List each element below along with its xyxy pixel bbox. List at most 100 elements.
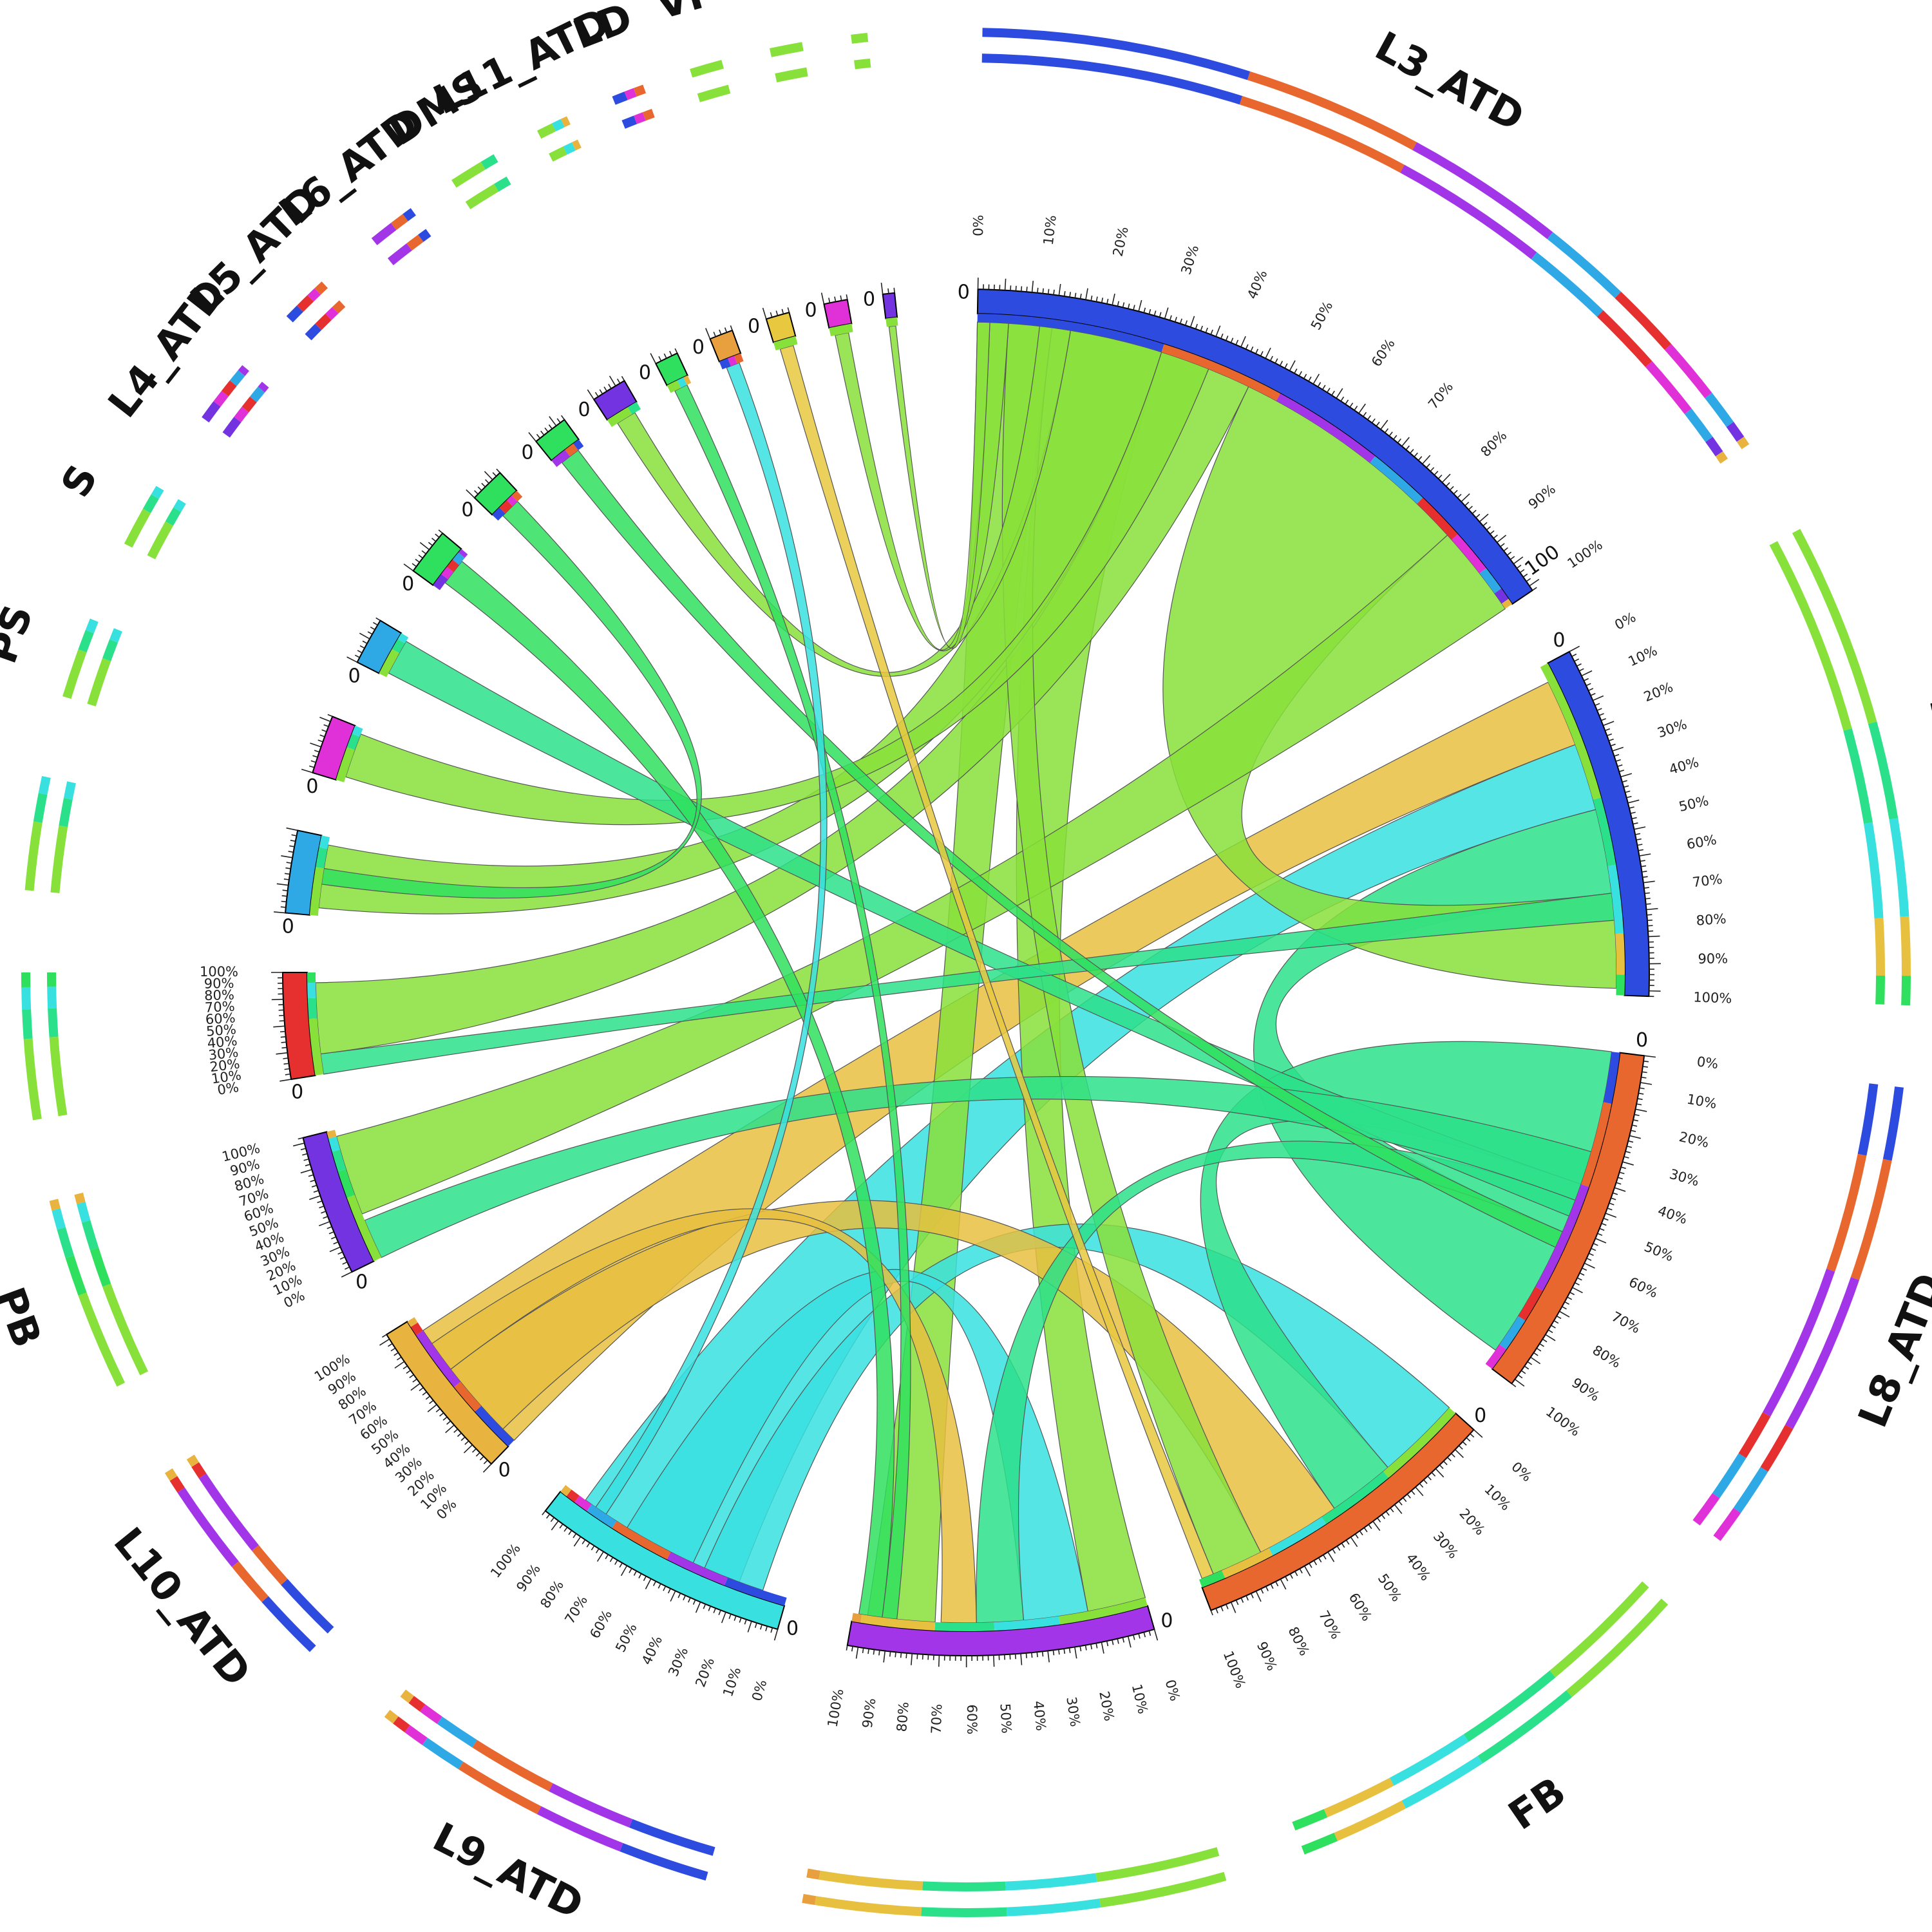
sector-arc-mi[interactable] (882, 292, 898, 319)
tick-mark (773, 1629, 779, 1641)
outer-ring-segment (221, 380, 237, 397)
tick-mark (1638, 849, 1644, 851)
tick-mark (1318, 1557, 1322, 1563)
tick-mark (284, 873, 290, 875)
sector-inner-band (1615, 933, 1625, 975)
tick-mark (393, 1352, 399, 1356)
tick-mark (559, 1524, 564, 1529)
tick-mark (359, 632, 370, 639)
tick-mark (1457, 493, 1462, 498)
tick-mark (415, 558, 420, 563)
tick-mark (1423, 1479, 1428, 1484)
tick-mark (620, 1565, 628, 1577)
tick-mark (310, 1179, 316, 1182)
sector-inner-band (551, 450, 571, 468)
tick-mark (1284, 363, 1288, 368)
tick-mark (410, 1383, 421, 1391)
tick-mark (283, 878, 289, 880)
percent-tick-label: 100% (1565, 537, 1605, 571)
tick-mark (281, 1041, 287, 1043)
tick-mark (705, 328, 711, 339)
tick-mark (867, 1649, 869, 1654)
tick-mark (1556, 1315, 1562, 1320)
tick-mark (1427, 1475, 1432, 1481)
percent-tick-label: 70% (204, 999, 235, 1016)
tick-mark (880, 282, 884, 295)
tick-mark (1641, 1076, 1647, 1079)
tick-mark (1461, 493, 1470, 502)
percent-tick-label: 60% (205, 1010, 236, 1027)
outer-ring-segment (1566, 1598, 1669, 1698)
outer-ring-segment (422, 1738, 464, 1770)
sector-zero-label: 0 (348, 665, 361, 687)
tick-mark (1417, 456, 1423, 461)
tick-mark (1617, 1177, 1624, 1180)
tick-mark (279, 1079, 292, 1082)
percent-tick-label: 40% (1656, 1203, 1689, 1227)
outer-ring-segment (419, 1704, 442, 1724)
tick-mark (1617, 764, 1623, 767)
tick-mark (314, 750, 319, 753)
tick-mark (1371, 418, 1376, 424)
tick-mark (1260, 1588, 1264, 1594)
sector-zero-label: 0 (639, 362, 651, 384)
tick-mark (1520, 1370, 1526, 1374)
percent-tick-label: 90% (1698, 951, 1728, 967)
tick-mark (708, 1605, 711, 1611)
tick-mark (1647, 925, 1653, 927)
tick-mark (1643, 880, 1655, 884)
sector-arcs (281, 289, 1650, 1656)
tick-mark (1577, 1277, 1582, 1281)
tick-mark (1618, 770, 1625, 772)
outer-ring-segment (281, 1578, 334, 1634)
tick-mark (1085, 288, 1088, 300)
percent-tick-label: 40% (1030, 1700, 1048, 1732)
tick-mark (1350, 1537, 1358, 1548)
tick-mark (1117, 301, 1119, 307)
tick-mark (619, 1562, 623, 1568)
tick-mark (1586, 1258, 1592, 1261)
percent-tick-label: 40% (639, 1633, 665, 1667)
percent-tick-label: 20% (1110, 225, 1132, 258)
tick-mark (540, 430, 545, 436)
tick-mark (1545, 1334, 1556, 1341)
percent-tick-label: 50% (1678, 793, 1710, 815)
outer-ring-segment (1726, 421, 1745, 442)
tick-mark (873, 1649, 875, 1655)
outer-ring-segment (560, 116, 571, 128)
tick-mark (1138, 299, 1142, 312)
tick-mark (1569, 1291, 1575, 1296)
tick-mark (1230, 337, 1234, 343)
sector-zero-label: 0 (1553, 629, 1565, 652)
tick-mark (446, 1420, 451, 1425)
sector-inner-band (346, 1195, 382, 1262)
outer-ring-segment (169, 1475, 185, 1493)
outer-ring-segment (242, 396, 257, 413)
tick-mark (1542, 1338, 1548, 1343)
percent-tick-label: 70% (1316, 1608, 1344, 1642)
tick-mark (1630, 811, 1636, 814)
tick-mark (760, 1624, 762, 1630)
tick-mark (645, 1578, 652, 1589)
tick-mark (1394, 1504, 1403, 1514)
tick-mark (1468, 506, 1473, 510)
sector-inner-band (1593, 797, 1616, 867)
tick-mark (544, 427, 549, 433)
percent-tick-label: 20% (1642, 679, 1675, 705)
sector-zero-label: 0 (461, 499, 473, 522)
tick-mark (1513, 556, 1524, 565)
tick-mark (354, 654, 360, 658)
outer-ring-segment (102, 1283, 149, 1376)
tick-mark (345, 1266, 350, 1270)
percent-tick-label: 60% (587, 1607, 615, 1641)
tick-mark (1605, 1213, 1617, 1218)
tick-mark (1052, 1650, 1055, 1656)
tick-mark (1313, 1560, 1318, 1566)
sector-zero-label: 0 (282, 916, 294, 938)
outer-ring-segment (1006, 1899, 1101, 1917)
sector-arc-dmi[interactable] (823, 298, 853, 329)
tick-mark (1431, 1472, 1436, 1477)
sector-inner-band (307, 982, 316, 999)
tick-mark (283, 1063, 289, 1065)
tick-mark (652, 1580, 657, 1586)
